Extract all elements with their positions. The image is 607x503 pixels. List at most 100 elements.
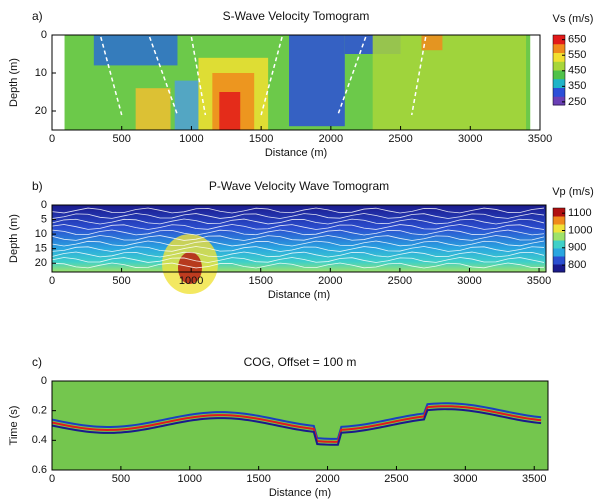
chart-title: P-Wave Velocity Wave Tomogram: [209, 179, 389, 193]
contour: [51, 251, 545, 258]
event-band: [51, 405, 542, 443]
colorbar-tick-label: 650: [568, 34, 586, 46]
x-tick-label: 3000: [453, 473, 477, 485]
y-axis-label: Depth (m): [8, 58, 20, 107]
colorbar-segment: [553, 70, 565, 80]
y-tick-label: 15: [35, 243, 47, 255]
x-axis-label: Distance (m): [265, 147, 327, 159]
y-tick-label: 0.6: [32, 464, 47, 476]
x-tick-label: 500: [112, 275, 130, 287]
x-tick-label: 0: [49, 275, 55, 287]
x-tick-label: 1000: [179, 133, 203, 145]
x-tick-label: 1000: [179, 275, 203, 287]
colorbar-segment: [553, 208, 565, 217]
panel-label: c): [32, 355, 42, 369]
x-axis-label: Distance (m): [268, 289, 330, 301]
axes-frame: [51, 380, 549, 471]
x-tick-label: 2500: [388, 275, 412, 287]
event-band: [51, 402, 542, 440]
colorbar-segment: [553, 43, 565, 53]
image-patch: [421, 35, 443, 51]
x-tick-label: 3000: [457, 275, 481, 287]
image-patch: [372, 35, 527, 130]
y-tick-label: 5: [41, 213, 47, 225]
axes-frame: [51, 204, 547, 273]
y-tick-label: 20: [35, 105, 47, 117]
colorbar-label: Vp (m/s): [552, 186, 594, 198]
colorbar-segment: [553, 264, 565, 273]
y-tick-label: 10: [35, 228, 47, 240]
y-tick-label: 10: [35, 67, 47, 79]
colorbar-tick-label: 450: [568, 65, 586, 77]
colorbar-segment: [553, 224, 565, 233]
chart-title: S-Wave Velocity Tomogram: [223, 9, 370, 23]
colorbar-tick-label: 800: [568, 259, 586, 271]
y-tick-label: 0: [41, 199, 47, 211]
image-patch: [135, 88, 171, 130]
colorbar-segment: [553, 256, 565, 265]
y-tick-label: 0: [41, 29, 47, 41]
contour: [51, 213, 545, 219]
image-patch: [289, 35, 345, 127]
dashed-marker: [190, 36, 207, 116]
y-axis-label: Time (s): [8, 406, 20, 446]
colorbar-segment: [553, 61, 565, 71]
x-tick-label: 2000: [319, 133, 343, 145]
colorbar-label: Vs (m/s): [553, 13, 594, 25]
x-tick-label: 2000: [315, 473, 339, 485]
panel-label: a): [32, 9, 43, 23]
x-tick-label: 1500: [249, 133, 273, 145]
contour: [51, 224, 545, 230]
x-tick-label: 0: [49, 133, 55, 145]
colorbar-segment: [553, 248, 565, 257]
colorbar-segment: [553, 87, 565, 97]
x-tick-label: 2500: [388, 133, 412, 145]
x-tick-label: 1000: [178, 473, 202, 485]
image-patch: [174, 80, 199, 130]
x-axis-label: Distance (m): [269, 487, 331, 499]
dashed-marker: [410, 36, 427, 116]
y-axis-label: Depth (m): [8, 214, 20, 263]
image-patch: [178, 252, 202, 284]
contour: [51, 240, 545, 247]
axes-frame: [51, 34, 541, 131]
contour: [51, 246, 545, 252]
event-band: [51, 408, 542, 446]
colorbar-tick-label: 250: [568, 96, 586, 108]
contour: [51, 257, 545, 263]
y-tick-label: 0.4: [32, 434, 47, 446]
colorbar-tick-label: 1100: [568, 207, 592, 219]
y-tick-label: 0: [41, 375, 47, 387]
colorbar-tick-label: 550: [568, 49, 586, 61]
colorbar-tick-label: 1000: [568, 224, 592, 236]
x-tick-label: 3000: [458, 133, 482, 145]
colorbar-tick-label: 900: [568, 242, 586, 254]
colorbar-segment: [553, 78, 565, 88]
contour: [51, 262, 545, 269]
x-tick-label: 3500: [528, 133, 552, 145]
contour: [51, 207, 545, 214]
contour: [51, 235, 545, 241]
colorbar-segment: [553, 35, 565, 45]
x-tick-label: 2500: [384, 473, 408, 485]
colorbar-segment: [553, 96, 565, 106]
y-tick-label: 20: [35, 257, 47, 269]
colorbar-tick-label: 350: [568, 80, 586, 92]
colorbar-segment: [553, 240, 565, 249]
contour: [51, 229, 545, 236]
x-tick-label: 500: [112, 473, 130, 485]
colorbar-segment: [553, 232, 565, 241]
x-tick-label: 1500: [246, 473, 270, 485]
colorbar-segment: [553, 216, 565, 225]
x-tick-label: 500: [113, 133, 131, 145]
contour: [51, 218, 545, 225]
colorbar-frame: [552, 207, 566, 273]
x-tick-label: 3500: [522, 473, 546, 485]
image-patch: [219, 92, 241, 130]
x-tick-label: 3500: [527, 275, 551, 287]
colorbar-frame: [552, 34, 566, 106]
x-tick-label: 1500: [248, 275, 272, 287]
y-tick-label: 0.2: [32, 405, 47, 417]
x-tick-label: 0: [49, 473, 55, 485]
